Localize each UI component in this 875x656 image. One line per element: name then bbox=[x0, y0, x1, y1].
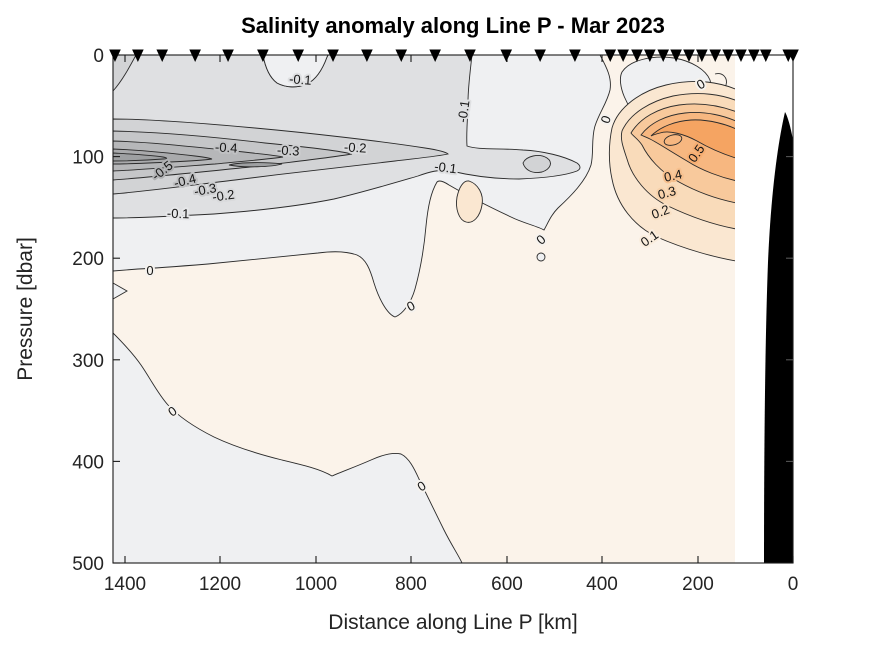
station-triangle-icon bbox=[760, 49, 772, 62]
contour-core-streak-1 bbox=[113, 152, 168, 162]
station-triangle-icon bbox=[569, 49, 581, 62]
contour-labels: -0.1 -0.1 -0.1 -0.4 -0.3 -0.2 -0.5 -0.4 … bbox=[144, 69, 709, 496]
y-tick: 200 bbox=[72, 249, 104, 270]
contour-core-streak-2 bbox=[228, 162, 283, 168]
contour-label: 0.3 bbox=[656, 183, 677, 202]
station-triangle-icon bbox=[534, 49, 546, 62]
y-tick: 100 bbox=[72, 148, 104, 169]
x-axis-label: Distance along Line P [km] bbox=[328, 611, 577, 634]
station-triangle-icon bbox=[670, 49, 682, 62]
station-triangle-icon bbox=[361, 49, 373, 62]
station-triangle-icon bbox=[696, 49, 708, 62]
y-axis-label: Pressure [dbar] bbox=[14, 237, 37, 381]
station-triangle-icon bbox=[429, 49, 441, 62]
y-tick-labels: 0 100 200 300 400 500 bbox=[72, 46, 104, 575]
contour-label: -0.2 bbox=[344, 139, 367, 155]
x-tick: 400 bbox=[586, 574, 618, 595]
contour-pos-core bbox=[663, 134, 683, 146]
station-triangle-icon bbox=[257, 49, 269, 62]
contour-label: 0.4 bbox=[663, 166, 684, 184]
region-left-notch bbox=[113, 282, 128, 300]
station-triangle-icon bbox=[631, 49, 643, 62]
station-triangle-icon bbox=[644, 49, 656, 62]
contour-arm-blob bbox=[522, 155, 551, 173]
x-ticks-bottom bbox=[124, 556, 794, 563]
y-ticks-right bbox=[786, 156, 793, 462]
contour-droplet bbox=[536, 252, 546, 262]
contour-label: -0.3 bbox=[193, 180, 218, 199]
x-tick: 200 bbox=[682, 574, 714, 595]
contour-field bbox=[113, 55, 735, 563]
y-tick: 400 bbox=[72, 452, 104, 473]
x-tick-labels: 1400 1200 1000 800 600 400 200 0 bbox=[104, 574, 798, 595]
contour-label: 0 bbox=[146, 263, 153, 278]
station-triangle-icon bbox=[292, 49, 305, 62]
y-tick: 0 bbox=[93, 46, 104, 67]
contour-label: -0.1 bbox=[167, 206, 190, 222]
contour-label: -0.4 bbox=[215, 139, 238, 155]
contour-label: -0.3 bbox=[277, 142, 300, 158]
station-triangle-icon bbox=[156, 49, 169, 62]
contour-label: -0.2 bbox=[211, 187, 235, 205]
contour-small-positive-blob bbox=[456, 180, 483, 223]
station-triangle-icon bbox=[787, 49, 799, 62]
station-triangle-icon bbox=[189, 49, 201, 62]
station-triangle-icon bbox=[735, 49, 747, 62]
x-tick: 800 bbox=[395, 574, 427, 595]
x-tick: 1000 bbox=[295, 574, 337, 595]
contour-label: -0.1 bbox=[434, 159, 458, 177]
station-triangle-icon bbox=[395, 49, 408, 62]
station-triangle-icon bbox=[722, 49, 734, 62]
region-neg01-0-lower bbox=[113, 332, 463, 563]
x-tick: 1200 bbox=[199, 574, 241, 595]
contour-label: -0.1 bbox=[289, 71, 312, 88]
x-tick: 600 bbox=[491, 574, 523, 595]
station-triangle-icon bbox=[709, 49, 722, 62]
station-triangle-icon bbox=[132, 49, 144, 62]
x-tick: 0 bbox=[788, 574, 799, 595]
x-tick: 1400 bbox=[104, 574, 146, 595]
station-triangle-icon bbox=[604, 49, 617, 62]
bathymetry-wedge bbox=[764, 112, 793, 563]
chart-title: Salinity anomaly along Line P - Mar 2023 bbox=[241, 13, 665, 38]
station-triangle-icon bbox=[222, 49, 234, 62]
station-triangle-icon bbox=[464, 49, 476, 62]
station-triangle-icon bbox=[500, 49, 513, 62]
station-triangle-icon bbox=[748, 49, 760, 62]
station-triangle-icon bbox=[657, 49, 670, 62]
station-triangle-icon bbox=[327, 49, 339, 62]
y-tick: 500 bbox=[72, 554, 104, 575]
contour-pos05 bbox=[650, 119, 735, 159]
station-triangle-icon bbox=[617, 49, 629, 62]
y-tick: 300 bbox=[72, 351, 104, 372]
contour-label: -0.1 bbox=[455, 99, 473, 123]
station-triangle-icon bbox=[683, 49, 695, 62]
station-triangle-icon bbox=[109, 49, 121, 62]
region-surface-pocket bbox=[262, 55, 329, 88]
station-marker-row bbox=[109, 49, 799, 62]
